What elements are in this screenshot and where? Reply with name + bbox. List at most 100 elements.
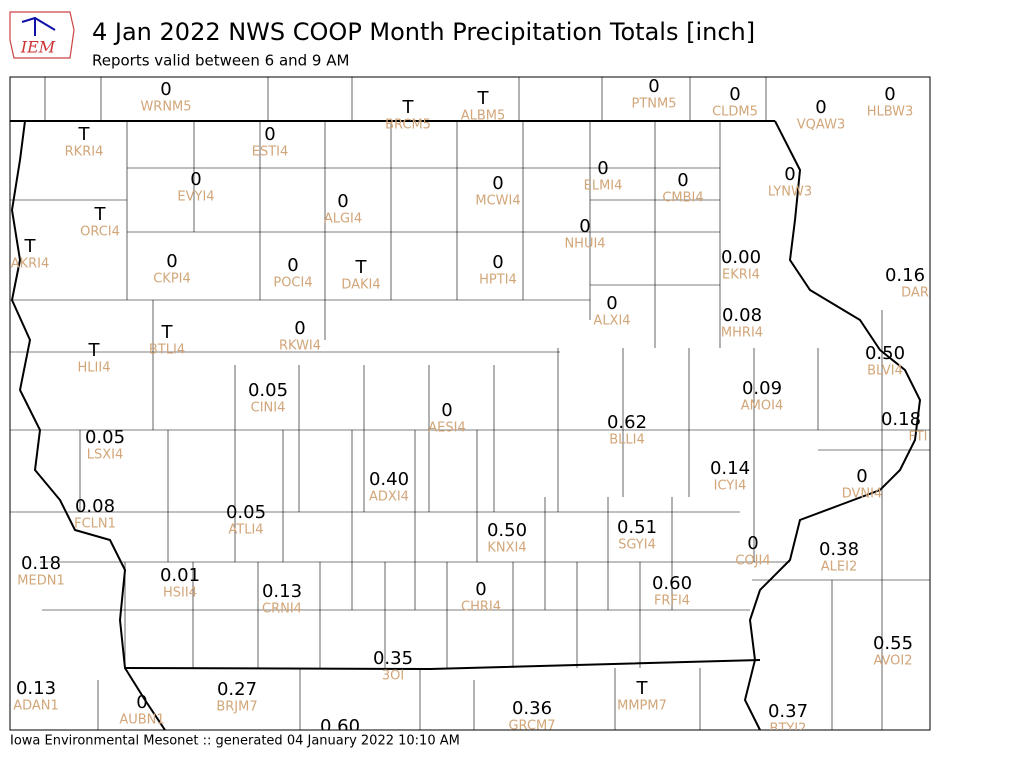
station-id: ALEI2 [821, 560, 857, 575]
station-id: RKRI4 [65, 145, 104, 160]
station-value: 0 [475, 579, 486, 600]
station-value: 0.37 [768, 701, 808, 722]
station-value: T [94, 204, 107, 225]
station-id: DVNI4 [842, 487, 883, 502]
station-value: 0 [492, 173, 503, 194]
station-value: 0 [606, 293, 617, 314]
station-value: 0.05 [248, 380, 288, 401]
station-value: 0 [287, 255, 298, 276]
station-id: FRFI4 [654, 594, 690, 609]
station-value: 0.05 [85, 427, 125, 448]
station-id: NHUI4 [564, 237, 605, 252]
station-id: DAR [901, 286, 929, 301]
station-value: 0.38 [819, 539, 859, 560]
station-id: ESTI4 [252, 145, 289, 160]
station-value: 0.40 [369, 469, 409, 490]
station-value: 0.16 [885, 265, 925, 286]
basemap [10, 77, 930, 730]
station-value: T [636, 678, 649, 699]
station-id: POCI4 [273, 276, 312, 291]
station-value: 0 [337, 191, 348, 212]
station-id: RKWI4 [279, 339, 321, 354]
station-value: 0 [166, 251, 177, 272]
station-id: ALBM5 [461, 109, 506, 124]
station-value: 0.08 [75, 496, 115, 517]
station-id: LYNW3 [768, 185, 812, 200]
station-value: 0 [648, 76, 659, 97]
station-value: 0.62 [607, 412, 647, 433]
station-id: MHRI4 [721, 326, 763, 341]
station-value: 0 [729, 84, 740, 105]
title: 4 Jan 2022 NWS COOP Month Precipitation … [92, 18, 755, 46]
logo: IEM [9, 11, 75, 59]
station-id: AVOI2 [873, 654, 912, 669]
station-value: T [24, 236, 37, 257]
station-id: 3OI [382, 669, 404, 684]
station-id: HPTI4 [479, 273, 517, 288]
station-value: 0.13 [262, 581, 302, 602]
station-id: ELMI4 [584, 179, 623, 194]
station-id: AKRI4 [11, 257, 50, 272]
station-id: ALXI4 [593, 314, 630, 329]
station-value: T [161, 322, 174, 343]
logo-text: IEM [20, 38, 56, 57]
station-value: T [402, 97, 415, 118]
station-id: CRNI4 [262, 602, 302, 617]
station-value: 0 [579, 216, 590, 237]
station-value: 0.50 [865, 343, 905, 364]
station-value: 0.35 [373, 648, 413, 669]
station-id: AESI4 [428, 421, 465, 436]
station-value: 0 [294, 318, 305, 339]
station-value: 0 [264, 124, 275, 145]
station-value: 0 [190, 169, 201, 190]
station-id: ATLI4 [228, 523, 263, 538]
station-value: 0.51 [617, 517, 657, 538]
station-value: 0.05 [226, 502, 266, 523]
station-id: FCLN1 [74, 517, 116, 532]
station-id: HLII4 [78, 361, 111, 376]
station-id: BTLI4 [149, 343, 185, 358]
station-value: 0.18 [881, 409, 921, 430]
station-value: 0.60 [320, 716, 360, 737]
station-id: COJI4 [735, 554, 770, 569]
station-value: T [88, 340, 101, 361]
station-value: 0.01 [160, 565, 200, 586]
station-id: ORCI4 [80, 225, 120, 240]
station-id: EKRI4 [722, 268, 760, 283]
station-id: KNXI4 [487, 541, 526, 556]
station-value: 0 [747, 533, 758, 554]
station-value: 0.27 [217, 679, 257, 700]
station-id: CINI4 [251, 401, 286, 416]
station-value: 0 [815, 97, 826, 118]
station-id: BLVI4 [867, 364, 903, 379]
station-value: 0 [492, 252, 503, 273]
station-value: 0.55 [873, 633, 913, 654]
station-value: 0 [677, 170, 688, 191]
station-value: 0.14 [710, 458, 750, 479]
subtitle: Reports valid between 6 and 9 AM [92, 52, 349, 70]
station-id: AMOI4 [741, 399, 783, 414]
station-id: LSXI4 [87, 448, 124, 463]
station-value: 0.08 [722, 305, 762, 326]
station-id: FTI [908, 430, 927, 445]
station-id: WRNM5 [140, 100, 191, 115]
station-id: HLBW3 [867, 105, 914, 120]
station-id: GRCM7 [508, 719, 555, 734]
station-id: BRCM5 [385, 118, 431, 133]
station-id: BTYI2 [770, 722, 807, 737]
station-value: 0.60 [652, 573, 692, 594]
station-id: DAKI4 [341, 278, 380, 293]
station-value: 0 [856, 466, 867, 487]
station-value: T [477, 88, 490, 109]
station-value: 0 [136, 692, 147, 713]
station-id: CMBI4 [662, 191, 703, 206]
station-id: ADAN1 [13, 699, 59, 714]
station-value: T [355, 257, 368, 278]
station-value: 0 [160, 79, 171, 100]
station-id: HSII4 [163, 586, 197, 601]
station-value: 0 [784, 164, 795, 185]
station-id: ADXI4 [369, 490, 409, 505]
station-id: MCWI4 [475, 194, 520, 209]
